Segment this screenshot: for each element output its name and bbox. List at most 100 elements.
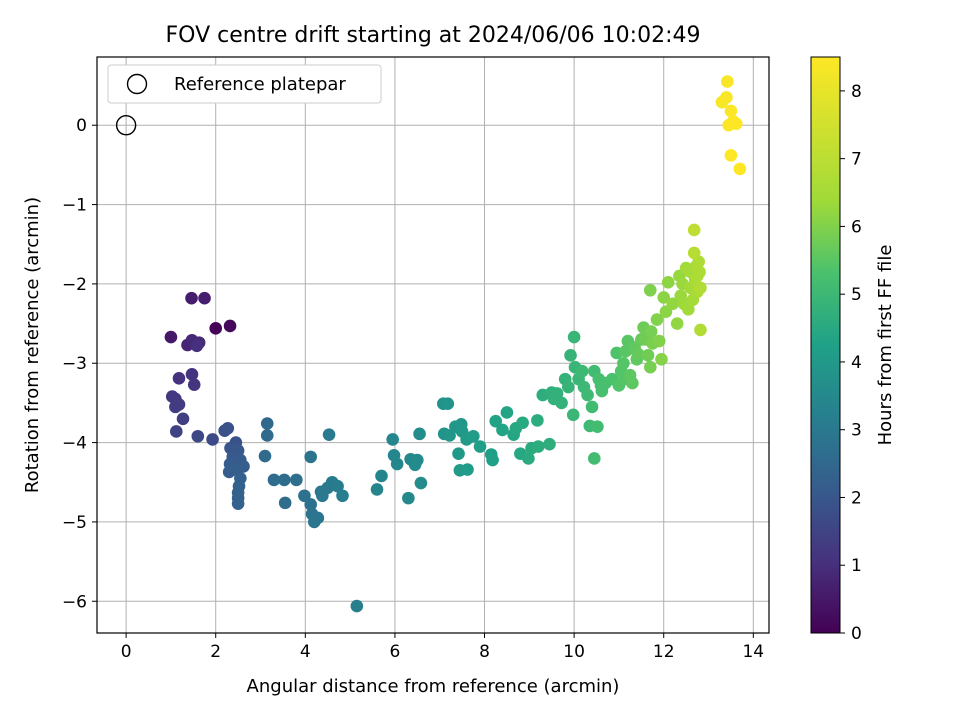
data-point [682,302,695,316]
y-tick-label: −2 [62,275,87,295]
data-point [304,498,317,511]
plot-frame [96,56,770,634]
data-point [496,423,509,437]
data-point [414,476,428,490]
y-tick-label: −6 [62,592,87,612]
data-point [652,334,666,348]
data-point [555,396,568,410]
data-point [500,406,514,419]
data-point [390,457,404,471]
data-point [581,388,594,402]
data-point [550,387,564,400]
data-point [543,437,556,451]
data-point [375,469,388,483]
x-tick-label: 14 [742,642,764,662]
reference-platepar-marker [115,115,137,136]
data-point [206,433,219,446]
data-point [585,400,599,414]
data-point [650,313,664,326]
data-point [222,465,236,479]
grid-lines [97,57,769,633]
colorbar: 0 1 2 3 4 5 6 7 8 Hours from first FF file [810,56,896,644]
colorbar-tick-label: 5 [851,285,862,305]
colorbar-label: Hours from first FF file [875,245,896,446]
data-point [290,473,303,487]
colorbar-tick-label: 8 [851,82,862,102]
data-point [260,417,274,430]
chart-title: FOV centre drift starting at 2024/06/06 … [166,23,701,48]
data-point [531,440,545,453]
reference-layer [115,115,137,136]
data-point [441,397,455,411]
y-axis-label: Rotation from reference (arcmin) [22,197,43,493]
data-point [467,429,480,443]
data-point [452,447,465,460]
data-point [631,347,645,361]
colorbar-ticks: 0 1 2 3 4 5 6 7 8 [840,82,862,644]
y-axis-ticks: 0 −1 −2 −3 −4 −5 −6 [62,116,97,612]
data-point [522,452,535,465]
data-point [643,283,657,297]
data-point [516,416,529,430]
legend-open-circle-marker [126,73,148,95]
x-tick-label: 12 [653,642,675,662]
legend-entry-label: Reference platepar [174,74,346,95]
data-point [694,323,707,337]
data-point [267,473,281,487]
data-point [617,356,630,370]
colorbar-tick-label: 4 [851,353,862,373]
data-point [304,450,317,464]
x-tick-label: 8 [479,642,490,662]
data-point [402,491,415,505]
data-point [336,489,349,503]
data-point [655,352,668,366]
data-point [331,479,344,493]
y-tick-label: −5 [62,513,87,533]
data-point [169,425,183,438]
data-point [694,281,707,295]
data-point [350,599,364,613]
data-point [187,378,201,391]
data-point [641,349,655,362]
colorbar-tick-label: 0 [851,624,862,644]
data-point [591,420,604,434]
data-point [190,339,204,353]
colorbar-tick-label: 2 [851,488,862,508]
data-point [626,376,639,390]
legend-box [107,64,382,104]
data-point [258,449,272,463]
colorbar-gradient [810,56,841,634]
data-point [733,162,747,176]
data-point [191,429,205,443]
data-point [486,453,499,467]
data-point [198,291,211,305]
data-point [687,223,701,237]
data-point [223,319,237,333]
data-point [643,360,657,374]
data-point [724,104,738,118]
data-point [575,364,589,378]
colorbar-tick-label: 3 [851,421,862,441]
data-point [298,489,311,503]
data-point [185,368,199,381]
data-point [408,458,422,472]
x-tick-label: 0 [121,642,132,662]
y-tick-label: −1 [62,196,87,216]
data-point [564,349,577,362]
data-point [561,380,575,394]
data-point [277,473,291,487]
data-point [370,483,384,496]
colorbar-tick-label: 7 [851,150,862,170]
legend: Reference platepar [107,64,382,104]
data-point [661,276,675,289]
x-tick-label: 6 [390,642,401,662]
data-point [721,75,734,88]
x-tick-label: 10 [563,642,585,662]
data-point [644,325,658,338]
data-point [687,246,701,260]
data-point [386,433,399,446]
data-point [670,317,684,330]
data-point [311,511,325,525]
data-point [724,149,738,162]
